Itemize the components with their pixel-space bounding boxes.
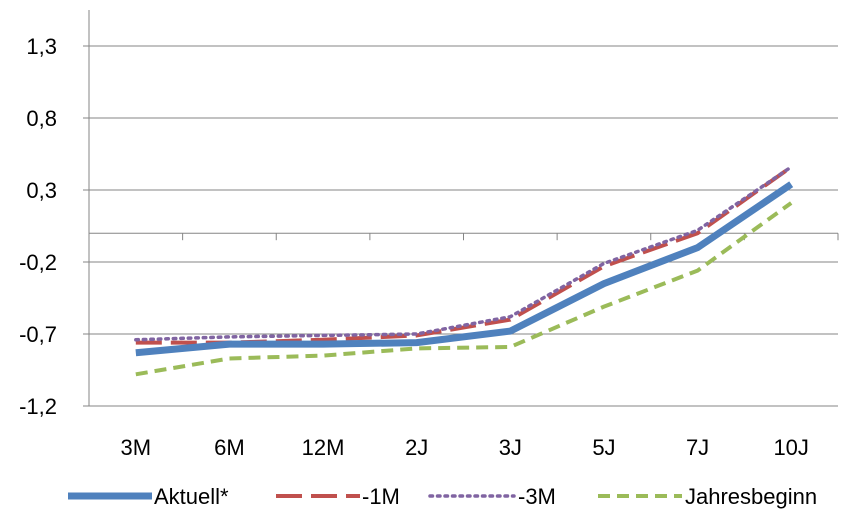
series-line-0	[135, 181, 794, 357]
series-line-3	[135, 201, 793, 377]
series-lines	[134, 165, 794, 377]
legend-label: Aktuell*	[154, 484, 229, 509]
x-tick-label: 5J	[592, 435, 615, 460]
series-line-1	[135, 165, 793, 345]
legend-label: -3M	[518, 484, 556, 509]
y-tick-label: -0,2	[19, 250, 57, 275]
x-tick-label: 10J	[773, 435, 808, 460]
x-tick-label: 3J	[499, 435, 522, 460]
y-tick-label: -0,7	[19, 322, 57, 347]
x-tick-label: 12M	[302, 435, 345, 460]
x-tick-label: 2J	[405, 435, 428, 460]
y-tick-label: 1,3	[26, 34, 57, 59]
x-axis-tick-labels: 3M 6M 12M 2J 3J 5J 7J 10J	[121, 435, 809, 460]
legend: Aktuell* -1M -3M Jahresbeginn	[68, 484, 817, 509]
y-tick-label: 0,3	[26, 178, 57, 203]
y-axis-tick-labels: -1,2 -0,7 -0,2 0,3 0,8 1,3	[19, 34, 57, 419]
legend-label: Jahresbeginn	[685, 484, 817, 509]
y-tick-label: 0,8	[26, 106, 57, 131]
x-tick-label: 6M	[214, 435, 245, 460]
x-tick-label: 7J	[686, 435, 709, 460]
legend-label: -1M	[362, 484, 400, 509]
x-tick-label: 3M	[121, 435, 152, 460]
y-tick-label: -1,2	[19, 394, 57, 419]
gridlines	[89, 45, 838, 407]
series-line-2	[134, 165, 793, 342]
